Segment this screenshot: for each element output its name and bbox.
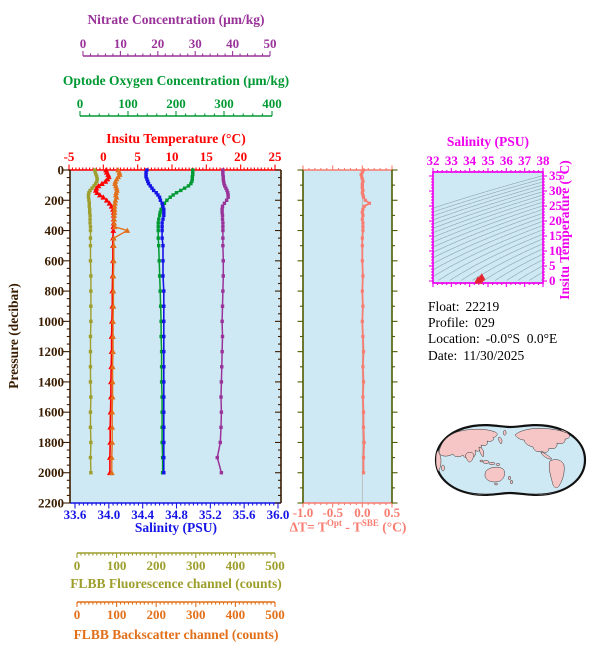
top-scale-bars: 0 10 20 30 40 50 0 100 200 300 400 <box>77 36 282 117</box>
svg-text:200: 200 <box>146 607 166 622</box>
svg-text:2200: 2200 <box>38 496 64 511</box>
world-map <box>434 424 587 496</box>
svg-text:36.0: 36.0 <box>267 507 290 522</box>
svg-text:0: 0 <box>74 607 81 622</box>
svg-text:5: 5 <box>549 258 556 273</box>
svg-text:30: 30 <box>549 183 562 198</box>
svg-text:15: 15 <box>200 149 214 164</box>
svg-text:0.0: 0.0 <box>354 505 370 520</box>
svg-text:34: 34 <box>463 153 477 168</box>
series-salinity <box>144 168 166 475</box>
svg-text:25: 25 <box>269 149 283 164</box>
svg-text:200: 200 <box>146 558 166 573</box>
svg-text:0.5: 0.5 <box>384 505 401 520</box>
ts-salinity-title: Salinity (PSU) <box>446 134 530 149</box>
svg-text:-0.5: -0.5 <box>322 505 343 520</box>
svg-text:30: 30 <box>189 36 202 51</box>
svg-text:36: 36 <box>500 153 514 168</box>
series-fluorescence <box>86 168 99 475</box>
svg-text:500: 500 <box>265 607 285 622</box>
bottom-scale-bars: 0 100 200 300 400 500 0 100 200 300 400 500 <box>74 552 285 622</box>
svg-text:800: 800 <box>45 284 65 299</box>
svg-text:400: 400 <box>45 223 65 238</box>
plot-backgrounds <box>70 170 543 503</box>
svg-text:0: 0 <box>77 96 84 111</box>
svg-text:100: 100 <box>118 96 138 111</box>
svg-text:300: 300 <box>214 96 234 111</box>
svg-text:15: 15 <box>549 228 563 243</box>
svg-text:33: 33 <box>445 153 459 168</box>
svg-text:100: 100 <box>107 607 127 622</box>
location-line: Location: -0.0°S 0.0°E <box>428 331 558 347</box>
svg-text:400: 400 <box>226 558 246 573</box>
svg-text:1000: 1000 <box>38 314 64 329</box>
svg-text:1600: 1600 <box>38 405 64 420</box>
svg-text:35: 35 <box>549 168 563 183</box>
svg-text:35: 35 <box>482 153 496 168</box>
svg-text:1200: 1200 <box>38 344 64 359</box>
svg-text:40: 40 <box>226 36 239 51</box>
svg-text:200: 200 <box>45 193 65 208</box>
svg-text:37: 37 <box>518 153 532 168</box>
profile-line: Profile: 029 <box>428 315 495 331</box>
float-id-line: Float: 22219 <box>428 299 500 314</box>
svg-text:1400: 1400 <box>38 374 64 389</box>
pressure-axis-title: Pressure (decibar) <box>6 283 21 389</box>
delta-t-axis-title: ΔT= TOpt - TSBE (°C) <box>289 518 407 535</box>
svg-text:35.6: 35.6 <box>233 507 256 522</box>
svg-text:0: 0 <box>549 273 556 288</box>
svg-text:25: 25 <box>549 198 563 213</box>
svg-text:35.2: 35.2 <box>199 507 222 522</box>
series-nitrate <box>215 168 230 475</box>
map-landmasses <box>436 425 574 495</box>
svg-text:2000: 2000 <box>38 465 64 480</box>
delta-t-panel: -1.0 -0.5 0.0 0.5 <box>293 165 401 520</box>
svg-text:5: 5 <box>134 149 141 164</box>
svg-text:32: 32 <box>427 153 440 168</box>
svg-text:0: 0 <box>74 558 81 573</box>
svg-text:10: 10 <box>166 149 179 164</box>
svg-text:34.8: 34.8 <box>165 507 188 522</box>
svg-text:20: 20 <box>234 149 247 164</box>
svg-text:10: 10 <box>549 243 562 258</box>
svg-text:300: 300 <box>186 607 206 622</box>
svg-text:600: 600 <box>45 253 65 268</box>
svg-text:300: 300 <box>186 558 206 573</box>
backscatter-axis-title: FLBB Backscatter channel (counts) <box>73 627 279 642</box>
float-info-box: Float: 22219 Profile: 029 Location: -0.0°S … <box>428 299 557 364</box>
svg-text:500: 500 <box>265 558 285 573</box>
svg-text:200: 200 <box>166 96 186 111</box>
ts-temperature-title: Insitu Temperature (°C) <box>557 160 572 300</box>
svg-text:10: 10 <box>114 36 127 51</box>
svg-text:34.0: 34.0 <box>97 507 120 522</box>
svg-text:0: 0 <box>80 36 87 51</box>
fluorescence-axis-title: FLBB Fluorescence channel (counts) <box>70 576 282 591</box>
svg-text:0: 0 <box>100 149 107 164</box>
svg-text:1800: 1800 <box>38 435 64 450</box>
date-line: Date: 11/30/2025 <box>428 347 525 363</box>
svg-text:38: 38 <box>537 153 551 168</box>
temperature-axis-title: Insitu Temperature (°C) <box>106 131 246 146</box>
ts-density-contours <box>433 175 543 281</box>
series-backscatter <box>108 167 131 476</box>
oxygen-axis-title: Optode Oxygen Concentration (μm/kg) <box>62 73 290 88</box>
svg-text:100: 100 <box>107 558 127 573</box>
svg-text:-5: -5 <box>64 149 75 164</box>
svg-text:-1.0: -1.0 <box>293 505 314 520</box>
svg-text:400: 400 <box>262 96 282 111</box>
svg-text:33.6: 33.6 <box>64 507 87 522</box>
svg-text:50: 50 <box>264 36 277 51</box>
nitrate-axis-title: Nitrate Concentration (μm/kg) <box>87 12 265 27</box>
svg-text:20: 20 <box>151 36 164 51</box>
salinity-axis-title: Salinity (PSU) <box>134 520 218 535</box>
svg-text:0: 0 <box>58 163 65 178</box>
svg-text:20: 20 <box>549 213 562 228</box>
svg-text:34.4: 34.4 <box>131 507 154 522</box>
svg-text:400: 400 <box>226 607 246 622</box>
